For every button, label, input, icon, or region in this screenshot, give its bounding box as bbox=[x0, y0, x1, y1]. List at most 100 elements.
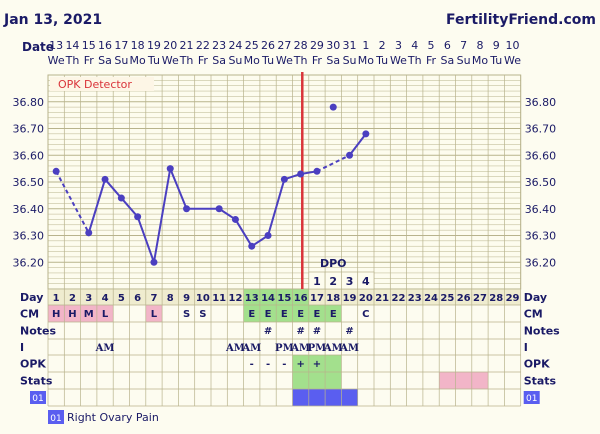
date-label: 1 bbox=[362, 39, 369, 52]
weekday-label: Th bbox=[407, 54, 422, 67]
date-label: 17 bbox=[114, 39, 128, 52]
date-label: 15 bbox=[82, 39, 96, 52]
y-tick-left: 36.60 bbox=[13, 149, 45, 162]
date-label: 16 bbox=[98, 39, 112, 52]
row-label-notes-left: Notes bbox=[20, 325, 56, 338]
y-tick-right: 36.20 bbox=[525, 256, 557, 269]
notes-marker: # bbox=[313, 326, 321, 337]
site-name: FertilityFriend.com bbox=[446, 12, 596, 28]
y-tick-right: 36.60 bbox=[525, 149, 557, 162]
day-number: 14 bbox=[261, 293, 275, 304]
temperature-segment bbox=[267, 179, 286, 236]
symptom-code-right-bg bbox=[523, 391, 540, 404]
date-label: 23 bbox=[212, 39, 226, 52]
day-cell-bg bbox=[80, 289, 97, 305]
stats-pink-cell bbox=[439, 372, 456, 389]
date-label: 10 bbox=[506, 39, 520, 52]
date-label: 28 bbox=[294, 39, 308, 52]
date-label: 8 bbox=[476, 39, 483, 52]
stats-green-cell bbox=[292, 372, 309, 389]
day-number: 19 bbox=[343, 293, 357, 304]
cm-value: H bbox=[68, 309, 76, 320]
dpo-number: 2 bbox=[329, 275, 337, 288]
date-label: 3 bbox=[395, 39, 402, 52]
row-label-day-left: Day bbox=[20, 291, 43, 304]
day-number: 7 bbox=[150, 293, 157, 304]
day-cell-bg bbox=[455, 289, 472, 305]
weekday-label: Mo bbox=[472, 54, 488, 67]
day-number: 17 bbox=[310, 293, 324, 304]
day-number: 2 bbox=[69, 293, 76, 304]
day-number: 15 bbox=[277, 293, 291, 304]
day-cell-bg bbox=[64, 289, 81, 305]
intercourse-time: AM bbox=[323, 343, 343, 354]
date-label: 22 bbox=[196, 39, 210, 52]
intercourse-time: AM bbox=[95, 343, 115, 354]
weekday-label: Sa bbox=[212, 54, 226, 67]
symptom-cell bbox=[325, 389, 342, 406]
date-label: 20 bbox=[163, 39, 177, 52]
temperature-point bbox=[117, 194, 125, 202]
date-label: 31 bbox=[343, 39, 357, 52]
date-label: 7 bbox=[460, 39, 467, 52]
weekday-label: Th bbox=[293, 54, 308, 67]
cm-value: E bbox=[248, 309, 255, 320]
row-label-opk-left: OPK bbox=[20, 358, 46, 371]
opk-green-cell bbox=[325, 355, 342, 372]
row-label-intercourse-left: I bbox=[20, 341, 24, 354]
cm-value: L bbox=[102, 309, 109, 320]
day-number: 6 bbox=[134, 293, 141, 304]
day-cell-bg bbox=[194, 289, 211, 305]
temperature-point bbox=[101, 175, 109, 183]
cm-green-cell bbox=[325, 305, 342, 322]
cm-pink-cell bbox=[145, 305, 163, 322]
weekday-label: Fr bbox=[198, 54, 209, 67]
day-number: 26 bbox=[457, 293, 471, 304]
symptom-cell bbox=[341, 389, 358, 406]
date-label: 13 bbox=[49, 39, 63, 52]
weekday-label: Tu bbox=[261, 54, 274, 67]
weekday-label: Tu bbox=[147, 54, 160, 67]
row-label-opk-right: OPK bbox=[524, 358, 550, 371]
day-number: 4 bbox=[102, 293, 109, 304]
day-number: 1 bbox=[53, 293, 60, 304]
row-label-notes-right: Notes bbox=[524, 325, 560, 338]
temperature-segment bbox=[87, 179, 107, 234]
weekday-label: Su bbox=[457, 54, 471, 67]
day-cell-bg bbox=[96, 289, 114, 305]
day-number: 9 bbox=[183, 293, 190, 304]
chart-date: Jan 13, 2021 bbox=[3, 12, 102, 28]
temperature-segment bbox=[55, 170, 90, 234]
dpo-label: DPO bbox=[320, 257, 347, 270]
weekday-label: We bbox=[48, 54, 65, 67]
weekday-label: Su bbox=[228, 54, 242, 67]
dpo-number: 1 bbox=[313, 275, 321, 288]
date-row: 13We14Th15Fr16Sa17Su18Mo19Tu20We21Th22Fr… bbox=[48, 39, 522, 67]
temperature-plot: DPO 1 2 3 4 bbox=[52, 72, 375, 290]
opk-detector-label: OPK Detector bbox=[58, 78, 132, 91]
weekday-label: Th bbox=[65, 54, 80, 67]
date-label: 6 bbox=[444, 39, 451, 52]
weekday-label: Sa bbox=[326, 54, 340, 67]
temperature-point bbox=[248, 242, 256, 250]
y-tick-left: 36.20 bbox=[13, 256, 45, 269]
weekday-label: Mo bbox=[244, 54, 260, 67]
day-number: 28 bbox=[489, 293, 503, 304]
legend-symptom-label: Right Ovary Pain bbox=[67, 411, 159, 424]
temperature-point bbox=[280, 175, 288, 183]
stats-pink-cell bbox=[455, 372, 472, 389]
temperature-point bbox=[231, 215, 239, 223]
cm-pink-cell bbox=[80, 305, 97, 322]
cm-green-cell bbox=[292, 305, 309, 322]
y-tick-left: 36.80 bbox=[13, 96, 45, 109]
temperature-point bbox=[183, 205, 191, 213]
temperature-segment bbox=[152, 168, 172, 263]
intercourse-time: PM bbox=[275, 343, 294, 354]
date-label: 9 bbox=[493, 39, 500, 52]
day-cell-bg bbox=[259, 289, 277, 305]
date-label: 2 bbox=[379, 39, 386, 52]
symptom-cell bbox=[308, 389, 326, 406]
intercourse-time: AM bbox=[339, 343, 359, 354]
